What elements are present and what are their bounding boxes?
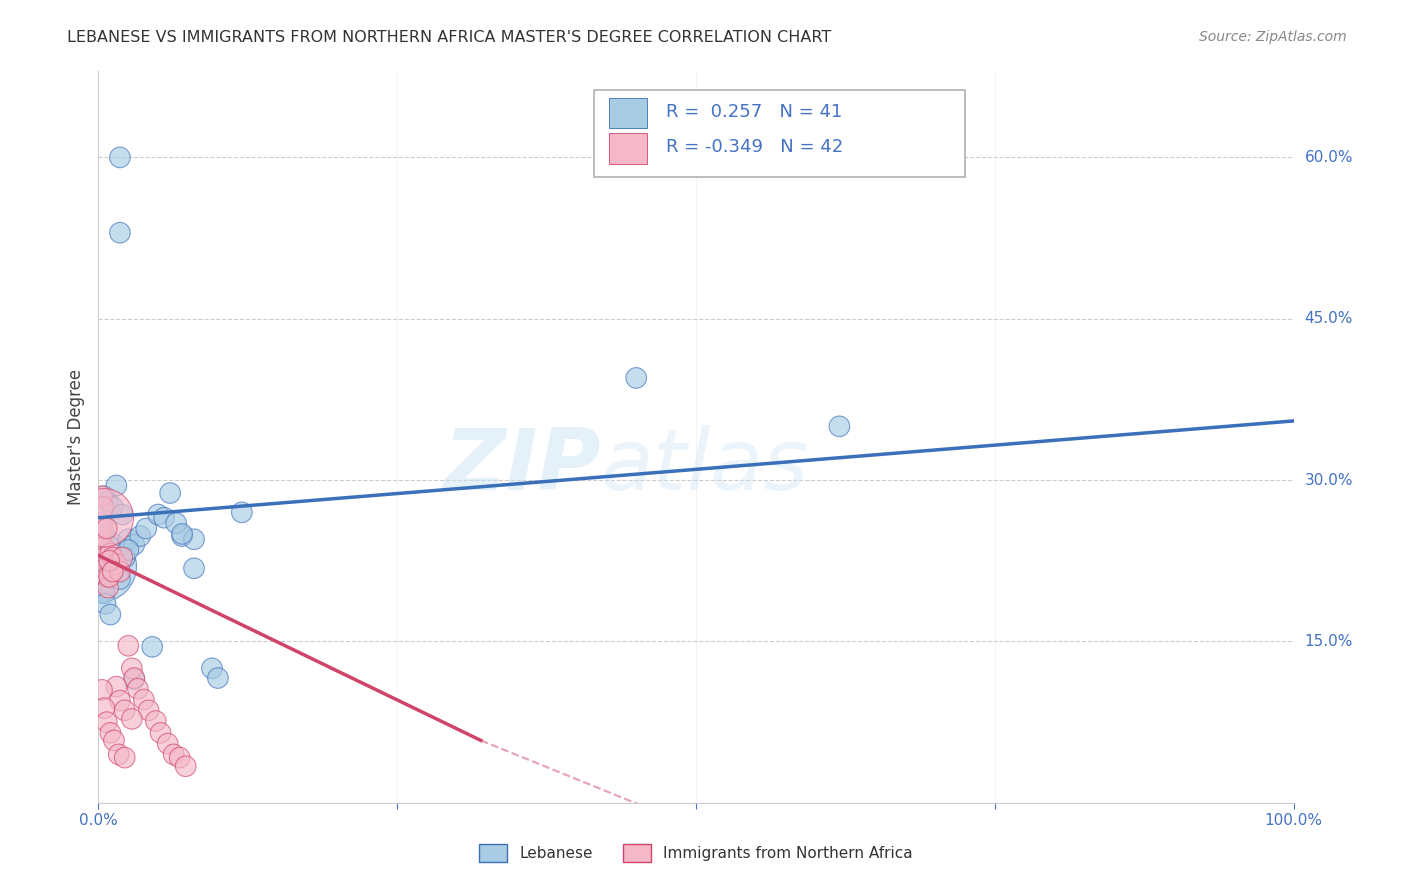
Point: [231, 505, 253, 519]
Point: [159, 486, 181, 500]
Point: [108, 572, 131, 586]
Text: 60.0%: 60.0%: [1305, 150, 1353, 165]
Point: [121, 712, 143, 726]
Text: Source: ZipAtlas.com: Source: ZipAtlas.com: [1199, 30, 1347, 45]
Point: [96, 521, 118, 535]
Point: [174, 759, 197, 773]
Point: [828, 419, 851, 434]
Point: [103, 733, 125, 747]
FancyBboxPatch shape: [595, 90, 965, 177]
Point: [114, 750, 136, 764]
Point: [165, 516, 187, 530]
Bar: [609, 133, 647, 163]
Text: LEBANESE VS IMMIGRANTS FROM NORTHERN AFRICA MASTER'S DEGREE CORRELATION CHART: LEBANESE VS IMMIGRANTS FROM NORTHERN AFR…: [67, 30, 832, 45]
Point: [97, 561, 120, 575]
Point: [98, 546, 122, 560]
Point: [98, 607, 122, 622]
Point: [101, 565, 124, 579]
Point: [93, 550, 115, 565]
Point: [111, 550, 134, 565]
Point: [98, 554, 121, 568]
Point: [207, 671, 229, 685]
Text: ZIP: ZIP: [443, 425, 600, 508]
Point: [108, 150, 131, 164]
Point: [93, 527, 115, 541]
Point: [90, 559, 112, 574]
Text: R = -0.349   N = 42: R = -0.349 N = 42: [666, 138, 844, 156]
Point: [91, 540, 114, 554]
Point: [183, 533, 205, 547]
Legend: Lebanese, Immigrants from Northern Africa: Lebanese, Immigrants from Northern Afric…: [474, 838, 918, 868]
Text: R =  0.257   N = 41: R = 0.257 N = 41: [666, 103, 842, 121]
Point: [156, 737, 179, 751]
Point: [117, 639, 139, 653]
Point: [93, 489, 115, 503]
Point: [101, 500, 124, 514]
Point: [201, 661, 224, 675]
Point: [111, 508, 134, 522]
Point: [97, 581, 120, 595]
Point: [107, 747, 129, 762]
Point: [93, 510, 115, 524]
Point: [117, 533, 139, 547]
Point: [105, 561, 128, 575]
Point: [101, 550, 124, 565]
Point: [163, 747, 186, 762]
Point: [101, 550, 124, 565]
Point: [90, 538, 112, 552]
Point: [149, 726, 172, 740]
Point: [91, 549, 114, 563]
Point: [94, 597, 117, 611]
Point: [148, 508, 170, 522]
Point: [98, 570, 121, 584]
Point: [169, 750, 191, 764]
Point: [98, 540, 122, 554]
Point: [91, 586, 114, 600]
Point: [108, 565, 131, 579]
Text: atlas: atlas: [600, 425, 808, 508]
Point: [626, 371, 648, 385]
Point: [117, 543, 139, 558]
Point: [91, 682, 114, 697]
Point: [91, 500, 114, 514]
Point: [172, 527, 194, 541]
Text: 30.0%: 30.0%: [1305, 473, 1353, 488]
Point: [96, 715, 118, 730]
Point: [108, 226, 131, 240]
Point: [183, 561, 205, 575]
Point: [127, 681, 149, 696]
Bar: [609, 98, 647, 128]
Point: [108, 693, 131, 707]
Point: [121, 661, 143, 675]
Point: [97, 494, 120, 508]
Point: [132, 692, 155, 706]
Point: [135, 521, 157, 535]
Point: [138, 703, 160, 717]
Point: [93, 701, 115, 715]
Point: [129, 529, 152, 543]
Point: [145, 714, 167, 728]
Text: 15.0%: 15.0%: [1305, 634, 1353, 649]
Point: [153, 510, 176, 524]
Point: [105, 557, 128, 571]
Point: [141, 640, 163, 654]
Point: [114, 703, 136, 717]
Point: [94, 561, 117, 575]
Point: [105, 680, 128, 694]
Point: [114, 550, 136, 565]
Point: [93, 586, 115, 600]
Y-axis label: Master's Degree: Master's Degree: [66, 369, 84, 505]
Point: [91, 489, 114, 503]
Point: [124, 538, 146, 552]
Point: [105, 478, 128, 492]
Point: [91, 516, 114, 530]
Point: [172, 529, 194, 543]
Point: [124, 672, 146, 686]
Point: [124, 671, 146, 685]
Text: 45.0%: 45.0%: [1305, 311, 1353, 326]
Point: [98, 726, 122, 740]
Point: [91, 521, 114, 535]
Point: [96, 570, 118, 584]
